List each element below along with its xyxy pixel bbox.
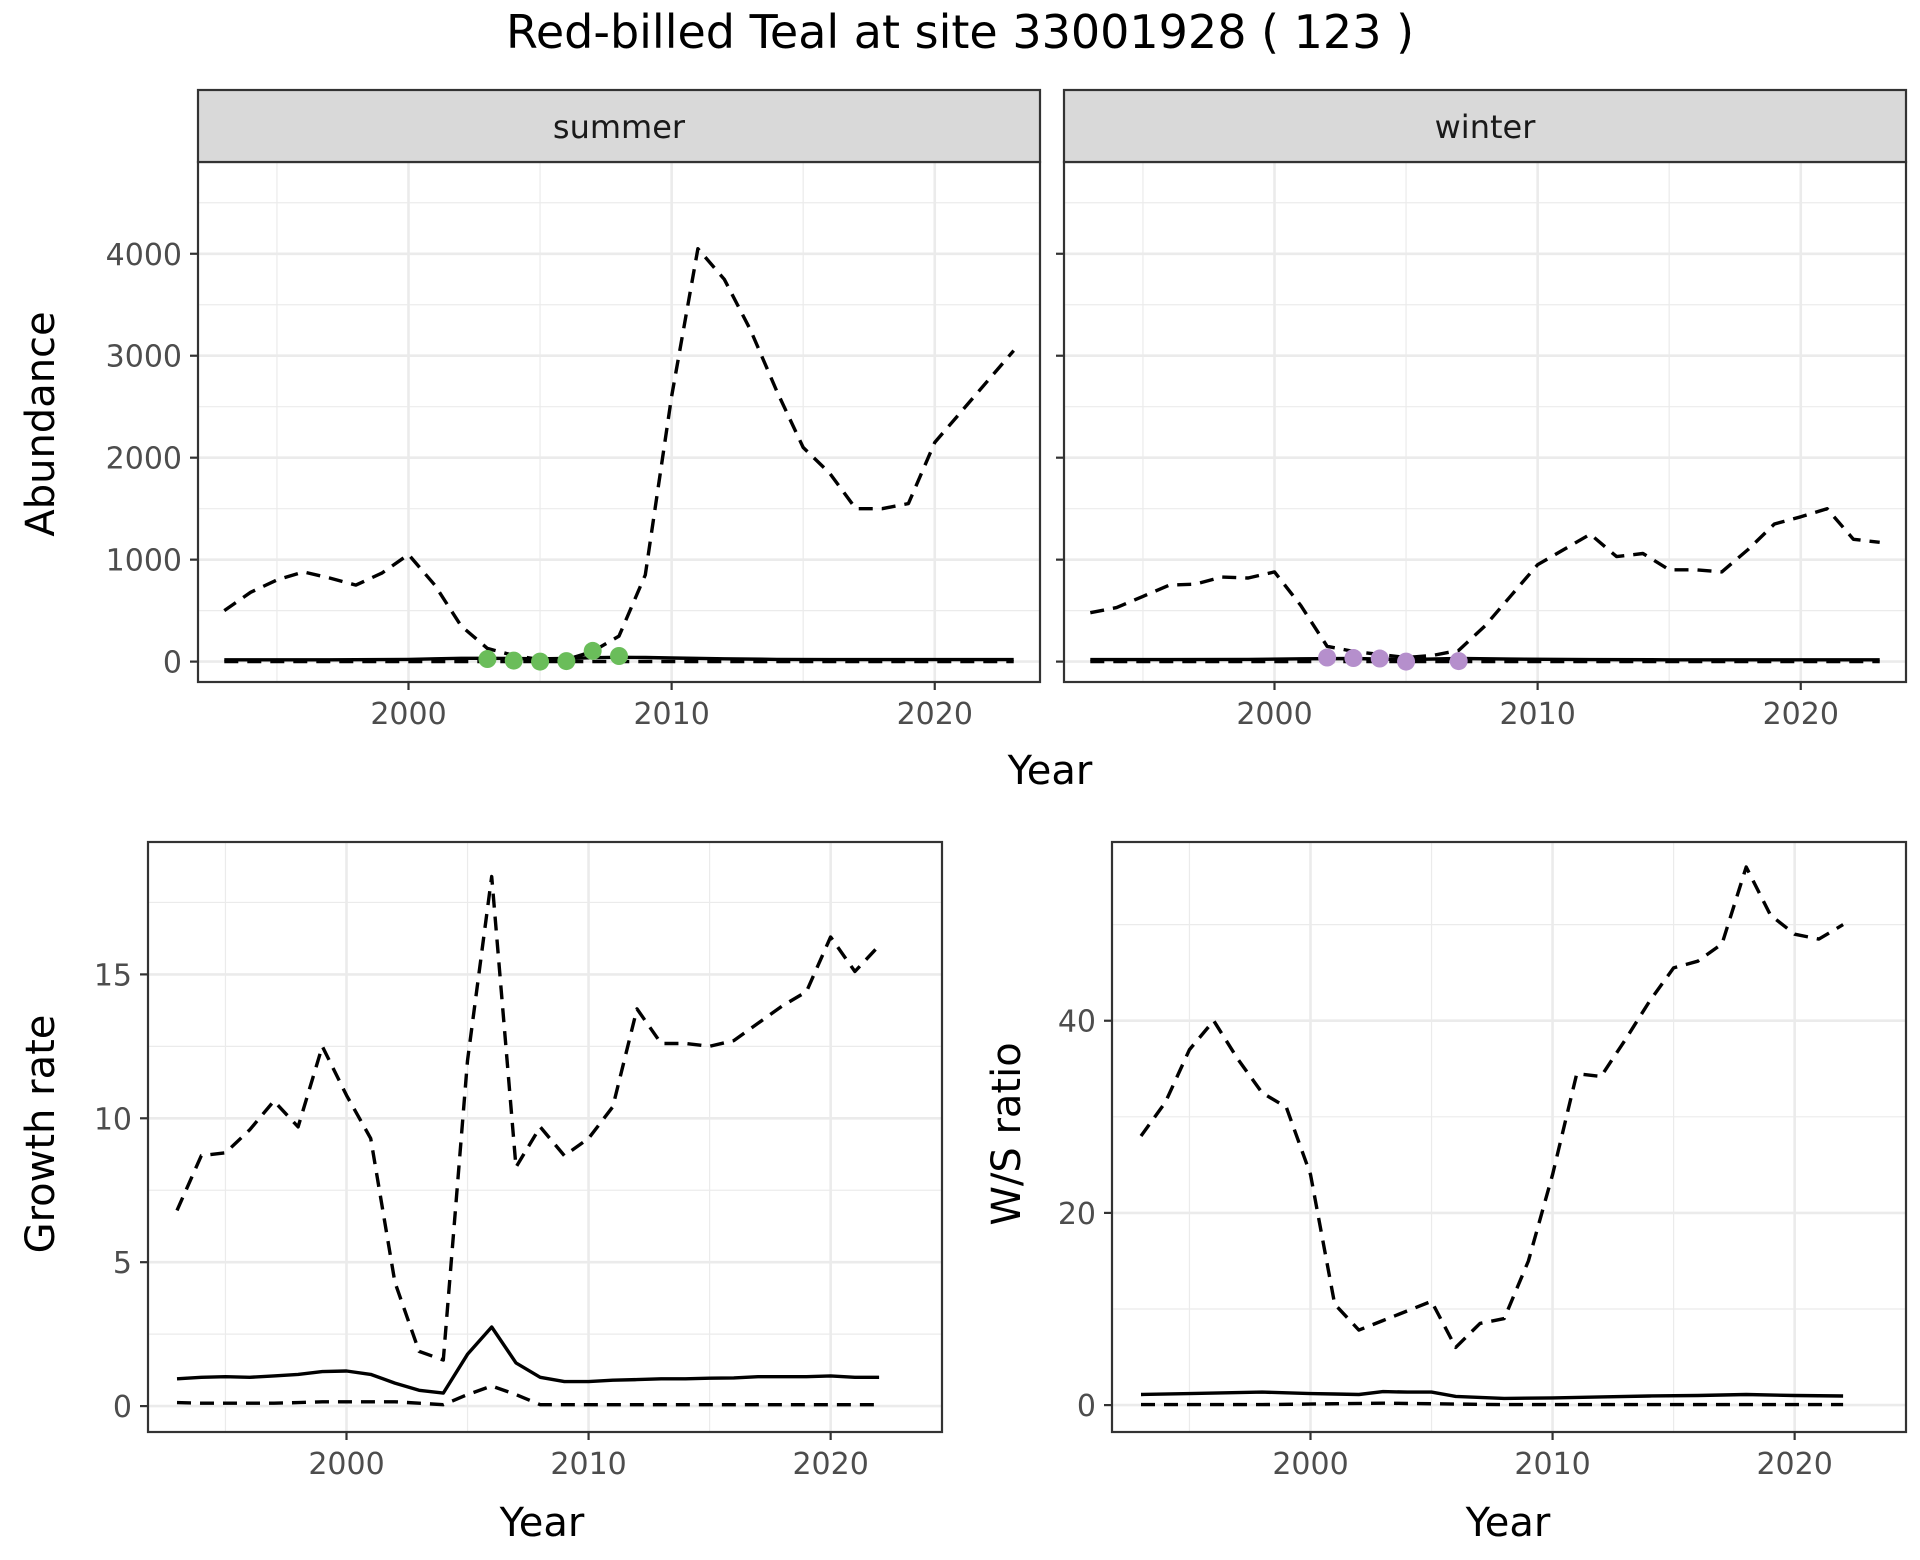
observed-point	[531, 652, 550, 671]
observed-point	[610, 647, 628, 665]
observed-point	[1370, 649, 1389, 668]
lower-line	[1141, 1401, 1844, 1407]
y-tick-label: 10	[94, 1102, 132, 1137]
x-tick-label: 2000	[370, 697, 446, 732]
ws-ratio-panel: 2000 2010 2020 0 20 40	[1058, 840, 1908, 1482]
plot-area	[1112, 842, 1906, 1432]
observed-point	[504, 651, 523, 670]
observed-point	[583, 641, 602, 660]
y-tick-label: 5	[113, 1246, 132, 1281]
facet-strip-label: winter	[1435, 108, 1537, 146]
growth-x-axis-label: Year	[499, 1500, 585, 1546]
x-tick-label: 2010	[1499, 697, 1575, 732]
growth-rate-panel: 2000 2010 2020 0 5 10 15	[94, 840, 944, 1482]
growth-y-axis-label: Growth rate	[18, 1015, 64, 1254]
central-line	[1090, 656, 1880, 662]
y-tick-label: 20	[1058, 1197, 1096, 1232]
upper-line	[223, 246, 1015, 662]
y-tick-label: 1000	[106, 544, 182, 579]
abundance-x-axis-label: Year	[1007, 748, 1093, 794]
y-tick-label: 0	[1077, 1389, 1096, 1424]
observed-point	[1397, 652, 1416, 671]
x-tick-label: 2010	[633, 697, 709, 732]
observed-point	[1344, 649, 1363, 668]
y-tick-label: 3000	[106, 340, 182, 375]
central-line	[176, 1325, 880, 1395]
x-tick-label: 2010	[550, 1447, 626, 1482]
plot-area	[1064, 162, 1906, 682]
facet-strip	[1062, 88, 1908, 164]
central-line	[1140, 1389, 1844, 1401]
x-tick-label: 2020	[1756, 1447, 1832, 1482]
x-tick-label: 2000	[308, 1447, 384, 1482]
plot-area	[148, 842, 942, 1432]
ratio-y-axis-label: W/S ratio	[984, 1042, 1030, 1225]
upper-line	[1139, 865, 1844, 1350]
abundance-winter-panel: winter 2000 2010 2020	[1056, 88, 1908, 732]
x-tick-label: 2020	[792, 1447, 868, 1482]
plot-area	[198, 162, 1040, 682]
y-tick-label: 15	[94, 958, 132, 993]
x-tick-label: 2020	[1763, 697, 1839, 732]
panel-border	[146, 840, 944, 1434]
x-tick-label: 2020	[897, 697, 973, 732]
observed-point	[1449, 652, 1468, 671]
lower-line	[176, 1384, 880, 1407]
upper-line	[175, 874, 881, 1362]
observed-point	[478, 650, 497, 669]
x-tick-label: 2010	[1514, 1447, 1590, 1482]
x-tick-label: 2000	[1272, 1447, 1348, 1482]
y-tick-label: 2000	[106, 442, 182, 477]
y-tick-label: 0	[163, 646, 182, 681]
observed-point	[557, 652, 576, 671]
y-tick-label: 40	[1058, 1005, 1096, 1040]
facet-strip-label: summer	[553, 108, 686, 146]
upper-line	[1089, 507, 1880, 660]
abundance-summer-panel: summer 2000 2010 2020 0 1000 2000 3000 4000	[106, 88, 1042, 732]
ratio-x-axis-label: Year	[1465, 1500, 1551, 1546]
facet-strip	[196, 88, 1042, 164]
abundance-y-axis-label: Abundance	[18, 311, 64, 536]
x-tick-label: 2000	[1236, 697, 1312, 732]
observed-point	[1318, 648, 1337, 667]
chart-title: Red-billed Teal at site 33001928 ( 123 )	[506, 5, 1414, 59]
y-tick-label: 0	[113, 1390, 132, 1425]
panel-border	[1110, 840, 1908, 1434]
y-tick-label: 4000	[106, 238, 182, 273]
